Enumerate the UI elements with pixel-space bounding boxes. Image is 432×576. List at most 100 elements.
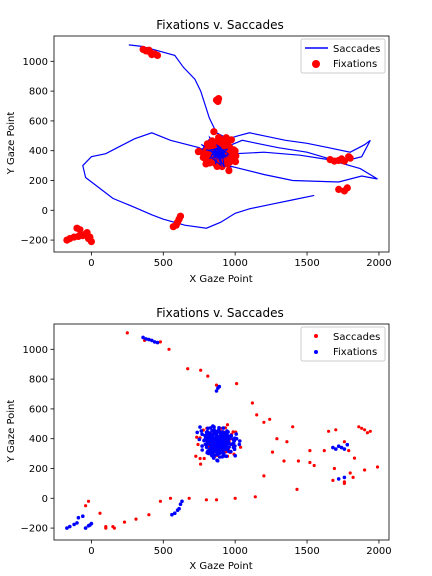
fixation-point [81,514,85,518]
chart-bottom-legend-saccades-label: Saccades [333,332,380,343]
saccade-point [194,454,198,458]
saccade-point [262,420,266,424]
saccade-point [158,340,162,344]
saccade-point [202,456,206,461]
x-tick-label: 500 [154,546,173,557]
fixation-point [215,438,220,443]
saccade-point [158,499,162,503]
y-tick-label: 600 [29,404,48,415]
saccade-point [86,499,91,503]
chart-bottom-plot-area: 0 500 1000 1500 2000 −200 0 200 400 600 800 1000 [21,323,392,557]
saccade-point [348,471,352,475]
fixation-point [221,438,226,442]
fixation-point [65,526,69,530]
chart-bottom-x-axis-label: X Gaze Point [189,561,252,572]
saccade-point [342,481,346,485]
saccade-point [363,428,367,432]
fixation-point [237,442,242,447]
chart-top-y-axis-label: Y Gaze Point [6,112,17,176]
x-tick-label: 0 [88,258,94,269]
fixation-point [217,429,221,434]
y-tick-label: 800 [29,87,48,98]
fixation-point [195,430,199,435]
saccade-point [368,429,372,433]
fixation-point [342,447,347,451]
fixation-point [206,440,210,444]
saccade-point [275,437,279,441]
saccade-point [327,429,331,433]
x-tick-label: 500 [154,258,173,269]
fixation-point [72,522,76,527]
fixation-point [231,437,236,442]
fixation-point [177,506,181,511]
saccade-point [122,520,127,524]
saccade-point [239,445,243,449]
saccade-point [270,450,275,454]
saccade-point [98,511,102,515]
y-tick-label: 200 [29,464,48,475]
fixation-point [343,184,351,192]
saccade-point [168,496,173,500]
fixation-point [345,442,350,447]
saccade-point [199,368,203,372]
fixation-point [147,337,151,342]
fixation-point [231,441,236,446]
chart-top-legend: Saccades Fixations [300,38,386,74]
y-tick-label: 1000 [23,57,48,68]
fixation-point [346,154,354,162]
fixation-point [176,212,185,220]
fixation-point [331,445,335,450]
saccade-point [199,462,203,466]
fixation-point [199,429,204,433]
chart-bottom: Fixations v. Saccades 0 500 1000 1500 2000−2… [6,306,392,572]
fixation-point [75,521,79,525]
saccade-point [363,468,367,472]
fixation-point [211,424,215,428]
chart-top-title: Fixations v. Saccades [156,18,283,32]
x-tick-label: 1500 [294,258,319,269]
fixation-point [217,426,221,430]
fixation-point [228,155,236,163]
fixation-point [339,445,344,450]
fixation-point [217,384,222,389]
saccade-point [225,423,230,427]
fixation-point [208,451,213,456]
saccades-line [82,44,378,229]
chart-top-legend-fixations-swatch [312,60,320,68]
chart-bottom-legend-fixations-label: Fixations [333,347,377,358]
fixation-point [150,338,154,343]
saccade-point [322,449,326,453]
chart-bottom-legend-saccades-swatch [314,334,318,338]
fixation-point [211,441,215,446]
fixation-point [230,146,238,154]
saccade-point [282,459,286,463]
saccade-point [147,513,151,517]
fixation-point [220,431,224,435]
fixation-point [199,153,207,161]
fixation-point [216,434,220,439]
saccade-point [331,478,335,482]
fixation-point [141,335,145,340]
fixation-point [206,426,210,431]
y-tick-label: 1000 [23,345,48,356]
fixation-point [219,445,224,450]
x-tick-label: 1500 [294,546,319,557]
fixation-point [214,389,219,393]
saccade-point [235,382,239,386]
fixation-point [200,444,204,448]
chart-top-legend-fixations-label: Fixations [333,59,377,70]
y-tick-label: −200 [21,524,48,535]
saccade-point [262,474,266,478]
fixation-point [231,445,236,450]
fixation-point [334,447,338,451]
fixation-point [205,429,210,434]
y-tick-label: 400 [29,146,48,157]
fixation-point [210,429,214,433]
chart-top-x-axis-label: X Gaze Point [189,274,252,285]
saccade-point [347,449,351,453]
fixation-point [180,499,184,504]
saccade-point [351,475,355,479]
plot-marks [65,331,380,530]
fixation-point [83,229,91,237]
fixation-point [153,51,162,60]
